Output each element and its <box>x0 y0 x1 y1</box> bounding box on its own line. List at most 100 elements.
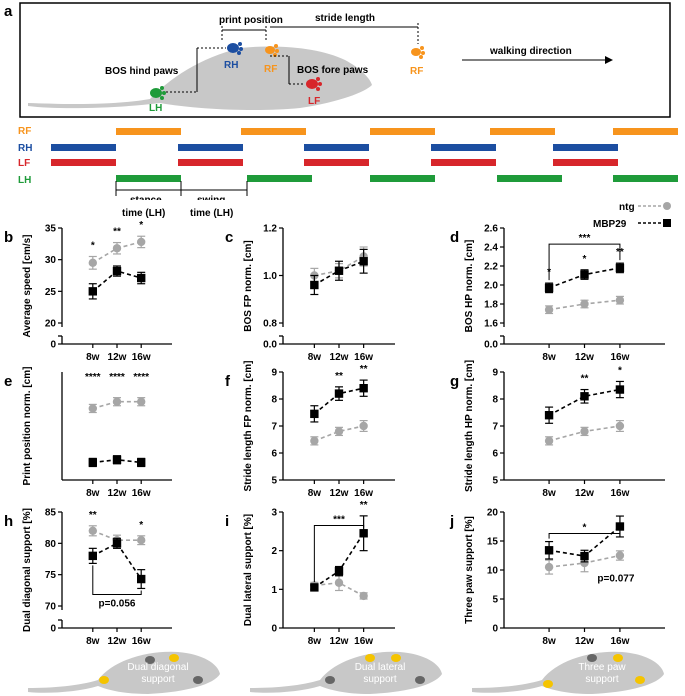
x-tick-label-b-0: 8w <box>86 352 100 363</box>
panel-letter-e: e <box>4 373 12 390</box>
x-tick-label-c-0: 8w <box>308 352 322 363</box>
gait-bar-0-3 <box>490 128 555 135</box>
mouseJ-caption-0: Three paw <box>578 662 626 673</box>
mouseI-paw-0 <box>325 676 335 684</box>
y-tick-label-b-1: 20 <box>45 319 57 330</box>
gait-bar-1-4 <box>553 144 618 151</box>
point-j-0-2 <box>615 551 625 560</box>
mouseI-caption-0: Dual lateral <box>355 662 406 673</box>
paw-LH <box>150 86 166 100</box>
point-d-1-2 <box>615 263 625 273</box>
gait-bar-2-4 <box>553 159 618 166</box>
gait-label-LF: LF <box>18 158 30 169</box>
point-d-0-2 <box>615 296 625 305</box>
gait-bar-0-0 <box>116 128 181 135</box>
point-i-0-2 <box>359 591 368 601</box>
bos-hind-label: BOS hind paws <box>105 66 179 77</box>
y-tick-label-d-0: 0.0 <box>484 340 498 351</box>
point-c-0-2 <box>359 252 368 261</box>
series-line-j-1 <box>548 525 621 557</box>
point-b-0-0 <box>88 258 98 268</box>
point-g-0-0 <box>544 436 554 446</box>
mouseJ-caption-1: support <box>585 674 619 685</box>
label-RH: RH <box>224 60 238 71</box>
point-d-0-1 <box>580 299 589 309</box>
legend-mbp-label: MBP29 <box>593 219 627 230</box>
y-tick-label-i-0: 0 <box>271 624 277 635</box>
series-line-b-0 <box>92 241 142 264</box>
point-i-1-0 <box>310 583 319 592</box>
y-axis-label-j: Three paw support [%] <box>464 516 475 624</box>
stride-length-label: stride length <box>315 13 375 24</box>
sig-i-2: ** <box>360 500 368 511</box>
mouseJ-paw-2 <box>613 654 623 662</box>
y-tick-label-j-1: 5 <box>492 595 498 606</box>
gait-bar-3-0 <box>116 175 181 182</box>
gait-caption-row: time (LH) time (LH) <box>122 208 233 219</box>
x-tick-label-d-1: 12w <box>575 352 594 363</box>
paw-RF-next <box>411 46 425 59</box>
panel-a-diagram: a RH RF LF LH RF print position stride l… <box>4 2 678 200</box>
bracket-label-i: *** <box>333 515 345 526</box>
point-g-0-2 <box>615 421 625 431</box>
panel-letter-d: d <box>450 229 459 246</box>
y-axis-label-f: Stride length FP norm. [cm] <box>243 361 254 492</box>
gait-bars <box>51 128 678 182</box>
gait-bar-1-0 <box>51 144 116 151</box>
series-line-i-0 <box>314 581 365 597</box>
point-h-1-2 <box>137 574 146 584</box>
point-i-1-2 <box>359 529 368 538</box>
y-axis-label-e: Print position norm. [cm] <box>22 367 33 486</box>
x-tick-label-e-1: 12w <box>108 488 127 499</box>
x-tick-label-e-2: 16w <box>132 488 151 499</box>
mouseI-paw-1 <box>365 654 375 662</box>
gait-label-RF: RF <box>18 126 31 137</box>
point-j-1-0 <box>544 546 554 555</box>
point-f-1-0 <box>310 409 319 419</box>
panel-letter-c: c <box>225 229 233 246</box>
series-line-j-0 <box>548 554 621 568</box>
y-axis-label-i: Dual lateral support [%] <box>243 514 254 626</box>
swing-label-2: time (LH) <box>190 208 233 219</box>
y-tick-label-h-2: 75 <box>45 570 57 581</box>
y-tick-label-f-3: 8 <box>271 395 277 406</box>
point-b-1-1 <box>112 266 122 276</box>
series-line-f-0 <box>314 425 364 442</box>
point-c-1-2 <box>359 257 368 266</box>
y-axis-label-b: Average speed [cm/s] <box>22 234 33 337</box>
paw-LF <box>306 77 322 91</box>
y-tick-label-d-5: 2.4 <box>484 243 498 254</box>
y-tick-label-f-1: 6 <box>271 449 277 460</box>
point-h-0-1 <box>112 536 122 545</box>
y-tick-label-d-1: 1.6 <box>484 319 498 330</box>
panel-letter-b: b <box>4 229 13 246</box>
gait-bar-0-4 <box>613 128 678 135</box>
paw-RF <box>265 44 279 57</box>
bracket-label-h: p=0.056 <box>99 598 136 609</box>
point-b-1-2 <box>137 273 146 283</box>
point-j-0-1 <box>580 558 589 568</box>
gait-bar-3-2 <box>370 175 435 182</box>
y-tick-label-j-2: 10 <box>487 566 499 577</box>
sig-f-2: ** <box>360 364 368 375</box>
series-line-e-0 <box>92 400 142 410</box>
point-g-0-1 <box>580 427 589 436</box>
x-tick-label-e-0: 8w <box>86 488 100 499</box>
y-tick-label-b-3: 30 <box>45 255 57 266</box>
gait-bar-0-2 <box>370 128 435 135</box>
note-j: p=0.077 <box>597 574 634 585</box>
point-g-1-1 <box>580 392 589 401</box>
mouseI-paw-3 <box>415 676 425 684</box>
y-tick-label-g-4: 9 <box>492 368 498 379</box>
point-d-1-1 <box>580 270 589 279</box>
point-b-0-1 <box>112 244 122 253</box>
x-tick-label-d-2: 16w <box>610 352 629 363</box>
